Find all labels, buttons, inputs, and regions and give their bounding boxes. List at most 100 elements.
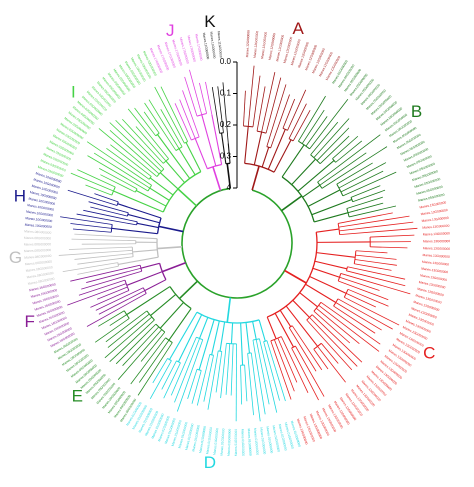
leaf-branch bbox=[350, 185, 381, 198]
leaf-label: Manes.10G000000 bbox=[33, 177, 60, 189]
clade-arc bbox=[244, 162, 275, 173]
leaf-branch bbox=[70, 172, 114, 192]
leaf-label: Manes.12G000000 bbox=[268, 33, 277, 61]
leaf-label: Manes.13G000000 bbox=[422, 253, 450, 259]
leaf-branch bbox=[86, 267, 142, 283]
subclade-stem bbox=[220, 132, 227, 164]
leaf-branch bbox=[346, 292, 376, 308]
clade-arc bbox=[162, 171, 202, 213]
leaf-label: Manes.01G000000 bbox=[290, 420, 302, 447]
subclade-arc bbox=[343, 289, 349, 298]
clade-g bbox=[58, 233, 183, 275]
leaf-branch bbox=[98, 310, 125, 327]
leaf-branch bbox=[317, 134, 381, 183]
leaf-branch bbox=[347, 202, 384, 214]
leaf-branch bbox=[240, 365, 243, 405]
leaf-branch bbox=[58, 249, 133, 256]
leaf-branch bbox=[313, 348, 329, 370]
subclade-arc bbox=[336, 183, 344, 197]
leaf-branch bbox=[83, 209, 138, 223]
subclade-stem bbox=[273, 139, 292, 173]
subclade-arc bbox=[313, 302, 322, 312]
leaf-branch bbox=[144, 102, 177, 151]
leaf-branch bbox=[354, 263, 392, 271]
leaf-label: Manes.13G000000 bbox=[423, 231, 450, 236]
subclade-stem bbox=[129, 236, 158, 240]
subclade-arc bbox=[219, 132, 224, 134]
subclade-stem bbox=[314, 212, 349, 223]
subclade-arc bbox=[117, 262, 119, 267]
subclade-arc bbox=[165, 337, 173, 343]
leaf-branch bbox=[263, 341, 280, 401]
leaf-branch bbox=[261, 72, 276, 133]
leaf-label: Manes.13G000000 bbox=[422, 260, 450, 267]
clade-letter-c: C bbox=[423, 343, 435, 362]
leaf-branch bbox=[174, 103, 192, 141]
scale-bar: 0.0 0.1 0.2 0.3 4 bbox=[220, 57, 238, 192]
subclade-arc bbox=[123, 310, 130, 319]
leaf-branch bbox=[309, 317, 358, 367]
leaf-branch bbox=[170, 337, 197, 396]
leaf-label: Manes.01G000000 bbox=[253, 428, 260, 456]
leaf-label: Manes.13G000000 bbox=[420, 273, 448, 282]
leaf-branch bbox=[230, 343, 234, 396]
subclade-stem bbox=[227, 143, 231, 164]
leaf-branch bbox=[70, 264, 141, 282]
leaf-branch bbox=[335, 140, 363, 163]
leaf-label: Manes.12G000000 bbox=[283, 36, 294, 63]
clade-arc bbox=[196, 311, 260, 324]
leaf-branch bbox=[98, 168, 138, 190]
leaf-branch bbox=[247, 65, 255, 127]
leaf-branch bbox=[98, 290, 145, 315]
leaf-branch bbox=[95, 287, 144, 311]
leaf-branch bbox=[110, 144, 152, 177]
leaf-label: Manes.08G000000 bbox=[26, 271, 54, 279]
leaf-branch bbox=[342, 171, 397, 197]
subclade-stem bbox=[159, 172, 179, 190]
clade-stem bbox=[284, 269, 307, 284]
leaf-branch bbox=[115, 323, 157, 365]
leaf-label: Manes.01G000000 bbox=[241, 429, 246, 456]
leaf-branch bbox=[370, 234, 415, 238]
leaf-branch bbox=[339, 221, 414, 232]
leaf-branch bbox=[179, 99, 196, 139]
leaf-label: Manes.01G000000 bbox=[265, 426, 273, 454]
leaf-branch bbox=[313, 118, 350, 158]
clade-letter-a: A bbox=[293, 19, 305, 38]
leaf-branch bbox=[148, 99, 180, 149]
clade-letter-f: F bbox=[25, 312, 35, 331]
leaf-branch bbox=[143, 111, 160, 134]
leaf-label: Manes.13G000000 bbox=[420, 208, 448, 216]
clade-i bbox=[70, 86, 202, 213]
subclade-stem bbox=[149, 177, 174, 196]
leaf-branch bbox=[319, 135, 350, 164]
leaf-branch bbox=[74, 233, 130, 238]
subclade-arc bbox=[146, 310, 155, 321]
leaf-branch bbox=[265, 77, 282, 134]
leaf-label: Manes.16G000000 bbox=[32, 294, 59, 306]
leaf-branch bbox=[67, 283, 127, 306]
leaf-branch bbox=[94, 318, 130, 343]
leaf-label: Manes.10G000000 bbox=[26, 210, 54, 218]
leaf-branch bbox=[187, 369, 198, 399]
leaf-branch bbox=[81, 270, 142, 290]
subclade-arc bbox=[126, 212, 129, 217]
leaf-branch bbox=[134, 107, 156, 137]
leaf-branch bbox=[288, 103, 307, 139]
leaf-branch bbox=[256, 86, 266, 132]
clade-stem bbox=[177, 188, 197, 207]
leaf-branch bbox=[318, 305, 380, 352]
leaf-label: Manes.01G000000 bbox=[212, 428, 219, 456]
leaf-branch bbox=[295, 345, 325, 397]
leaf-branch bbox=[243, 90, 246, 126]
subclade-arc bbox=[313, 342, 322, 350]
subclade-stem bbox=[211, 320, 220, 355]
subclade-arc bbox=[298, 140, 310, 150]
subclade-stem bbox=[230, 322, 234, 344]
leaf-branch bbox=[252, 75, 261, 127]
leaf-branch bbox=[337, 298, 393, 330]
leaf-branch bbox=[316, 307, 360, 344]
clade-e bbox=[94, 280, 198, 396]
subclade-arc bbox=[111, 186, 116, 196]
leaf-branch bbox=[184, 76, 198, 117]
